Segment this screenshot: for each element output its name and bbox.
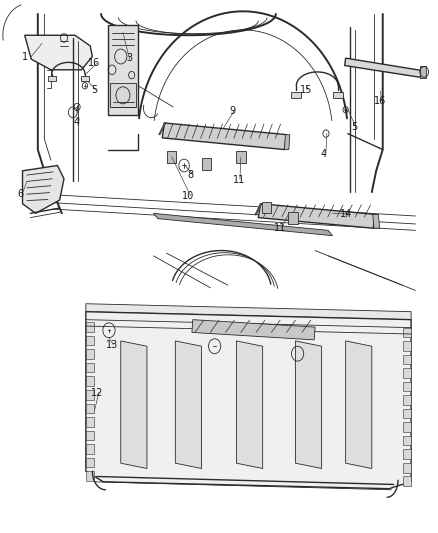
Text: 1: 1 [21,52,28,61]
Text: 10: 10 [182,191,194,201]
Polygon shape [86,471,94,481]
Text: 4: 4 [321,149,327,159]
Polygon shape [48,76,56,82]
Polygon shape [403,395,411,405]
Polygon shape [403,328,411,337]
Polygon shape [403,354,411,364]
Polygon shape [81,76,89,82]
Polygon shape [291,92,301,98]
Polygon shape [162,123,287,150]
Text: 14: 14 [339,209,352,220]
Polygon shape [345,58,424,78]
Text: 11: 11 [233,175,245,185]
Polygon shape [86,444,94,454]
Polygon shape [86,417,94,426]
Polygon shape [403,449,411,459]
Polygon shape [403,368,411,378]
Polygon shape [108,25,138,115]
Polygon shape [86,350,94,359]
Text: 5: 5 [351,122,357,132]
Polygon shape [403,409,411,418]
Polygon shape [403,463,411,473]
Text: 12: 12 [91,388,103,398]
Polygon shape [86,322,94,332]
Polygon shape [86,312,411,489]
Polygon shape [86,390,94,400]
Polygon shape [175,341,201,469]
Polygon shape [192,320,315,340]
Polygon shape [403,341,411,351]
Polygon shape [258,204,375,228]
Polygon shape [110,83,136,107]
Text: 6: 6 [17,189,23,199]
Polygon shape [166,151,176,163]
Polygon shape [420,66,426,78]
Text: 11: 11 [274,223,286,233]
Polygon shape [295,341,321,469]
Polygon shape [346,341,372,469]
Polygon shape [373,214,380,228]
Polygon shape [255,204,262,215]
Polygon shape [237,341,263,469]
Polygon shape [403,422,411,432]
Polygon shape [86,336,94,345]
Text: 3: 3 [127,53,133,63]
Polygon shape [159,123,166,135]
Polygon shape [121,341,147,469]
Polygon shape [153,213,332,236]
Text: 5: 5 [92,85,98,95]
Polygon shape [86,376,94,386]
Polygon shape [262,201,272,213]
Polygon shape [201,158,211,169]
Polygon shape [288,212,297,224]
Text: 15: 15 [300,85,312,95]
Polygon shape [403,382,411,391]
Text: 9: 9 [229,106,235,116]
Polygon shape [86,304,411,320]
Text: 16: 16 [374,95,387,106]
Polygon shape [403,436,411,446]
Text: 16: 16 [88,59,101,68]
Polygon shape [285,135,290,150]
Polygon shape [86,403,94,413]
Polygon shape [333,92,343,98]
Polygon shape [86,458,94,467]
Text: 13: 13 [106,340,118,350]
Polygon shape [86,363,94,373]
Polygon shape [237,151,246,163]
Polygon shape [403,477,411,486]
Text: 4: 4 [74,117,80,127]
Polygon shape [86,431,94,440]
Text: 8: 8 [187,170,194,180]
Polygon shape [22,165,64,213]
Polygon shape [25,35,92,70]
